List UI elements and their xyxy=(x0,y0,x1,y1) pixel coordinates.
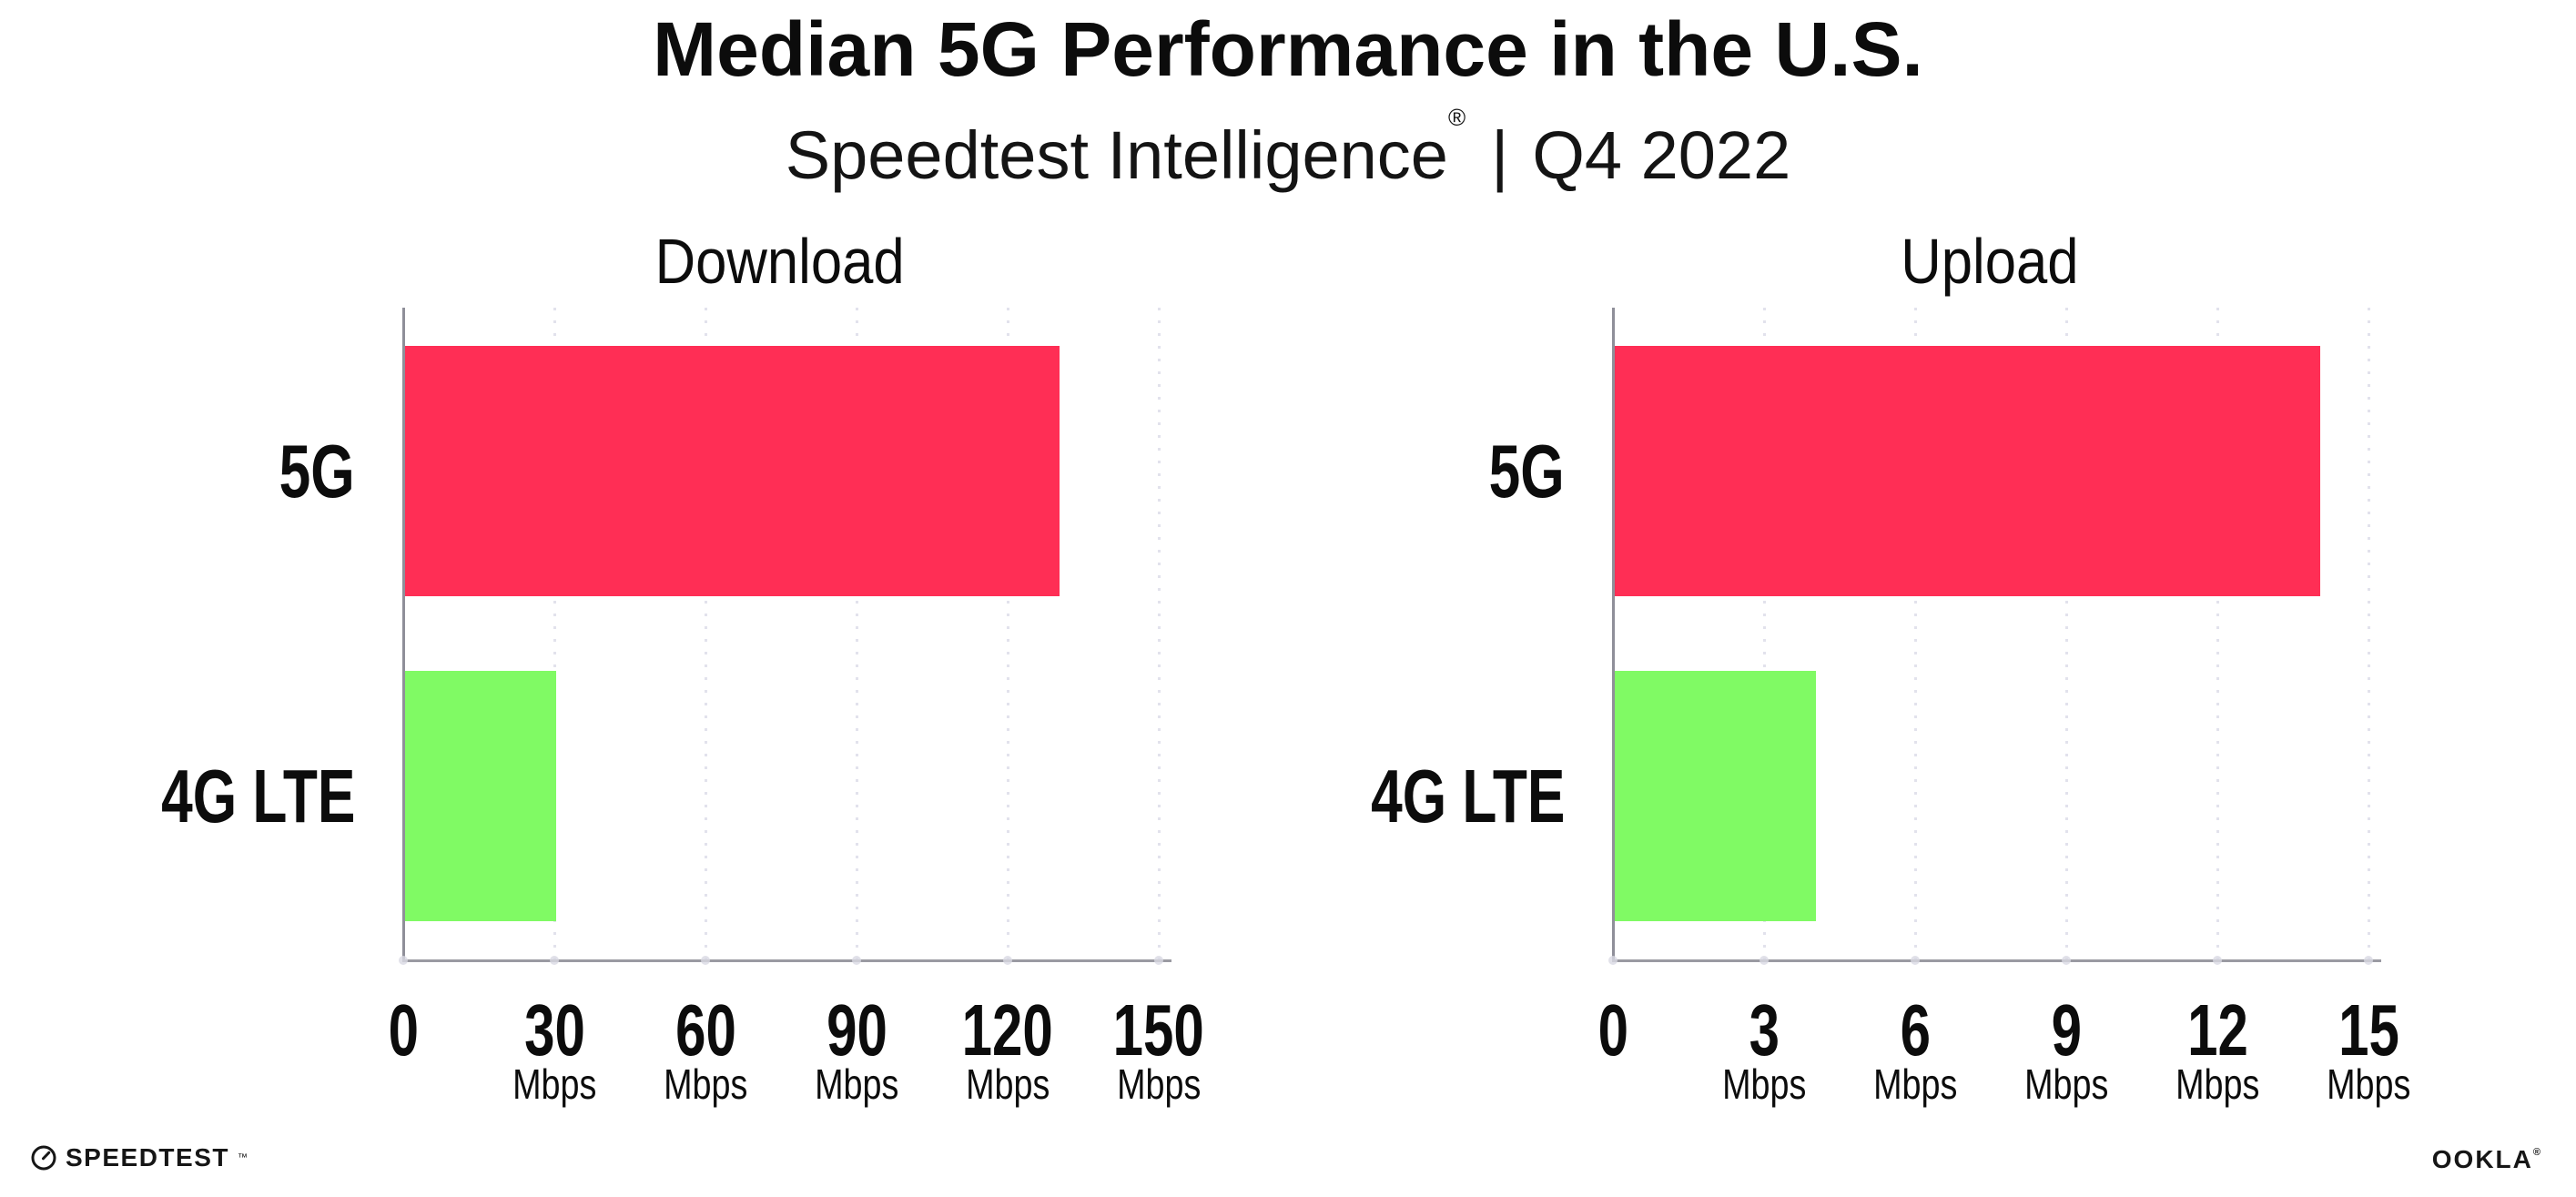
axis-tick-dot xyxy=(1154,956,1163,965)
x-tick-label: 6 xyxy=(1900,989,1931,1070)
axis-tick-dot xyxy=(2364,956,2373,965)
bar-4g-lte-upload xyxy=(1615,671,1817,921)
registered-mark: ® xyxy=(1447,104,1468,131)
subtitle-separator: | xyxy=(1491,117,1509,193)
ookla-logo: OOKLA® xyxy=(2432,1145,2542,1174)
x-tick-label: 60 xyxy=(674,989,736,1070)
axis-tick-dot xyxy=(1608,956,1618,965)
speedtest-logo: SPEEDTEST ™ xyxy=(30,1143,248,1172)
axis-tick-dot xyxy=(1911,956,1920,965)
x-tick-label: 9 xyxy=(2051,989,2082,1070)
x-tick-unit: Mbps xyxy=(814,1060,899,1108)
page-subtitle: Speedtest Intelligence® | Q4 2022 xyxy=(0,106,2576,189)
axis-tick-dot xyxy=(2062,956,2071,965)
download-chart: Download 5G 4G LTE 0 30 60 90 120 150 Mb… xyxy=(161,229,1204,1105)
x-tick-unit: Mbps xyxy=(1872,1060,1958,1108)
gridline xyxy=(1914,308,1917,959)
x-tick-unit: Mbps xyxy=(2326,1060,2411,1108)
x-tick-unit: Mbps xyxy=(965,1060,1050,1108)
axis-tick-dot xyxy=(701,956,710,965)
x-tick-unit: Mbps xyxy=(512,1060,597,1108)
category-label-5g: 5G xyxy=(1488,429,1565,513)
bar-5g-download xyxy=(405,346,1060,596)
axis-tick-dot xyxy=(1003,956,1012,965)
trademark-mark: ™ xyxy=(237,1152,248,1163)
axis-tick-dot xyxy=(399,956,408,965)
x-tick-label: 120 xyxy=(961,989,1054,1070)
axis-tick-dot xyxy=(550,956,559,965)
category-label-4g-lte: 4G LTE xyxy=(160,754,355,838)
category-label-5g: 5G xyxy=(279,429,355,513)
x-tick-label: 30 xyxy=(523,989,585,1070)
gridline xyxy=(856,308,858,959)
registered-mark: ® xyxy=(2532,1147,2542,1158)
x-tick-unit: Mbps xyxy=(1116,1060,1202,1108)
page-title: Median 5G Performance in the U.S. xyxy=(653,6,1923,92)
x-tick-label: 0 xyxy=(388,989,419,1070)
x-tick-label: 90 xyxy=(826,989,887,1070)
speedtest-gauge-icon xyxy=(30,1144,57,1172)
bar-4g-lte-download xyxy=(405,671,556,921)
axis-tick-dot xyxy=(852,956,861,965)
x-axis-line xyxy=(1612,959,2381,962)
subtitle-brand: Speedtest Intelligence xyxy=(785,117,1448,193)
gridline xyxy=(2216,308,2219,959)
x-tick-label: 0 xyxy=(1597,989,1628,1070)
x-axis-line xyxy=(402,959,1171,962)
x-tick-label: 150 xyxy=(1112,989,1205,1070)
bar-5g-upload xyxy=(1615,346,2320,596)
speedtest-wordmark: SPEEDTEST xyxy=(66,1143,229,1172)
gridline xyxy=(2065,308,2068,959)
x-tick-unit: Mbps xyxy=(2175,1060,2260,1108)
y-axis-line xyxy=(1612,308,1615,962)
x-tick-unit: Mbps xyxy=(1721,1060,1807,1108)
gridline xyxy=(1158,308,1161,959)
gridline xyxy=(1763,308,1766,959)
category-label-4g-lte: 4G LTE xyxy=(1370,754,1565,838)
upload-chart: Upload 5G 4G LTE 0 3 6 9 12 15 Mbps Mbps… xyxy=(1371,229,2410,1105)
gridline xyxy=(2368,308,2370,959)
subtitle-period: Q4 2022 xyxy=(1532,117,1791,193)
x-tick-label: 3 xyxy=(1749,989,1780,1070)
x-tick-label: 15 xyxy=(2338,989,2399,1070)
gridline xyxy=(705,308,707,959)
gridline xyxy=(1007,308,1009,959)
ookla-wordmark: OOKLA xyxy=(2431,1145,2533,1173)
axis-tick-dot xyxy=(2213,956,2222,965)
x-tick-unit: Mbps xyxy=(663,1060,748,1108)
gridline xyxy=(553,308,556,959)
upload-chart-title: Upload xyxy=(1901,226,2079,297)
x-tick-unit: Mbps xyxy=(2023,1060,2109,1108)
download-chart-title: Download xyxy=(655,226,905,297)
x-tick-label: 12 xyxy=(2186,989,2248,1070)
axis-tick-dot xyxy=(1760,956,1769,965)
y-axis-line xyxy=(402,308,405,962)
